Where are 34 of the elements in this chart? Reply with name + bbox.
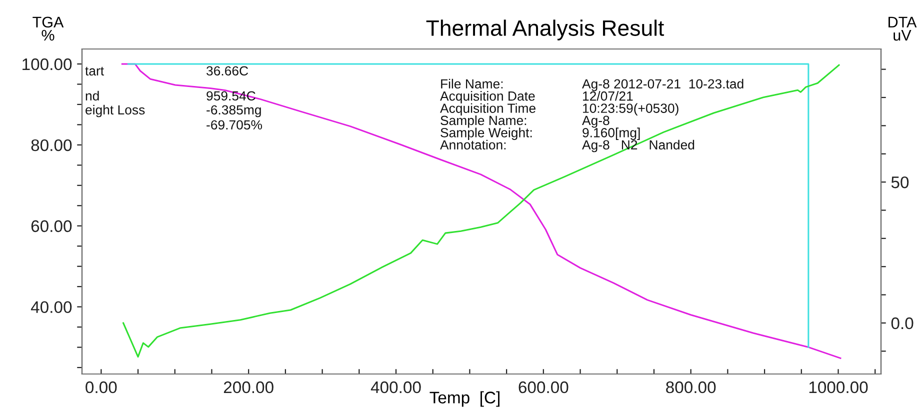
annotation: File Name: bbox=[441, 78, 503, 89]
chart-title: Thermal Analysis Result bbox=[426, 20, 664, 40]
x-tick-label: 1000.00 bbox=[809, 381, 868, 394]
annotation: 9.160[mg] bbox=[582, 128, 640, 140]
x-tick-label: 600.00 bbox=[518, 381, 568, 394]
annotation: eight Loss bbox=[86, 104, 145, 118]
annotation: Ag-8 N2 Nanded bbox=[582, 140, 694, 152]
annotation: Ag-8 2012-07-21 10-23.tad bbox=[582, 78, 744, 92]
annotation: Sample Name: bbox=[440, 115, 526, 128]
annotation: Acquisition Date bbox=[440, 91, 535, 104]
annotation: nd bbox=[86, 90, 99, 101]
annotation: Sample Weight: bbox=[440, 128, 532, 140]
x-axis-title: Temp [C] bbox=[430, 391, 500, 407]
y2-tick-label: 0.0 bbox=[891, 317, 914, 330]
y-tick-label: 80.00 bbox=[31, 139, 72, 152]
annotation: -69.705% bbox=[206, 120, 262, 130]
x-tick-label: 200.00 bbox=[224, 381, 274, 394]
annotation: Annotation: bbox=[440, 140, 506, 150]
y-tick-label: 60.00 bbox=[31, 220, 72, 232]
x-tick-label: 0.00 bbox=[86, 381, 117, 394]
y-tick-label: 40.00 bbox=[30, 301, 72, 314]
y2-tick-label: 50 bbox=[891, 176, 909, 188]
annotation: Ag-8 bbox=[582, 116, 610, 128]
annotation: Acquisition Time bbox=[440, 103, 536, 116]
y-axis-title: TGA % bbox=[32, 16, 64, 41]
y2-axis-title: DTA uV bbox=[888, 16, 917, 41]
annotation: 36.66C bbox=[206, 66, 248, 76]
annotation: 10:23:59(+0530) bbox=[583, 103, 678, 116]
x-tick-label: 800.00 bbox=[666, 381, 716, 394]
annotation: -6.385mg bbox=[206, 105, 261, 118]
annotation: tart bbox=[85, 66, 104, 76]
x-tick-label: 400.00 bbox=[370, 381, 421, 394]
annotation: 12/07/21 bbox=[583, 91, 633, 101]
y-tick-label: 100.00 bbox=[22, 58, 72, 70]
